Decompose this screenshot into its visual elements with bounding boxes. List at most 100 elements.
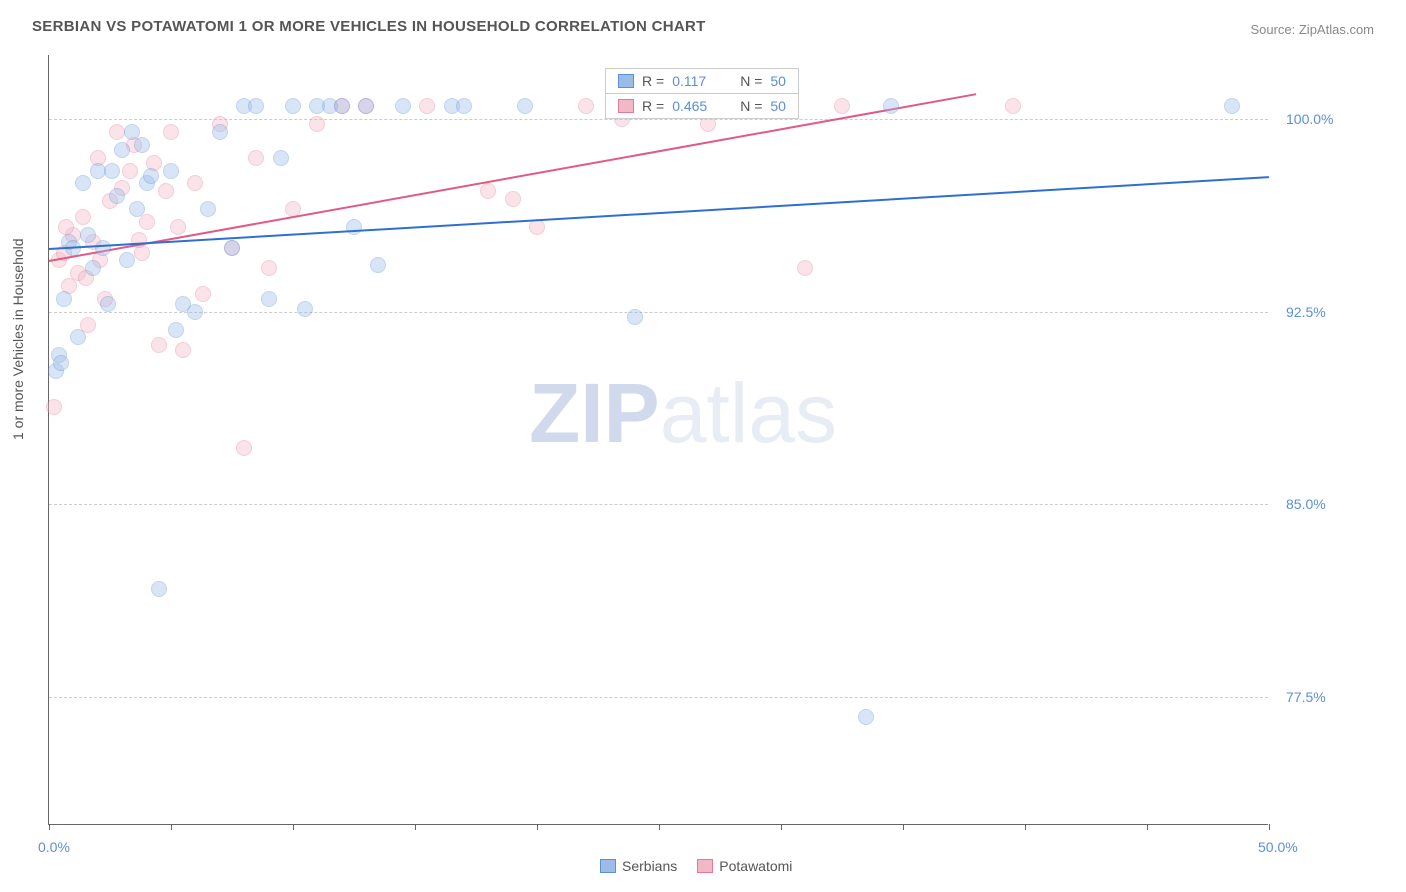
scatter-point-serbians [100, 296, 116, 312]
legend-label-serbians: Serbians [622, 858, 677, 874]
grid-line [49, 697, 1268, 698]
x-tick [171, 824, 172, 830]
scatter-point-serbians [456, 98, 472, 114]
scatter-point-serbians [151, 581, 167, 597]
r-value-potawatomi: 0.465 [672, 98, 722, 114]
scatter-point-serbians [95, 240, 111, 256]
scatter-point-potawatomi [151, 337, 167, 353]
scatter-point-serbians [358, 98, 374, 114]
scatter-point-serbians [119, 252, 135, 268]
scatter-point-serbians [114, 142, 130, 158]
scatter-point-serbians [212, 124, 228, 140]
x-tick [781, 824, 782, 830]
y-axis-title: 1 or more Vehicles in Household [10, 238, 26, 440]
x-tick [659, 824, 660, 830]
y-tick-label: 77.5% [1286, 689, 1326, 705]
scatter-point-serbians [858, 709, 874, 725]
scatter-point-serbians [75, 175, 91, 191]
stats-legend: R = 0.117 N = 50 R = 0.465 N = 50 [605, 68, 799, 119]
stats-row-potawatomi: R = 0.465 N = 50 [606, 94, 798, 118]
scatter-point-serbians [517, 98, 533, 114]
scatter-point-serbians [346, 219, 362, 235]
scatter-point-serbians [334, 98, 350, 114]
swatch-serbians [618, 74, 634, 88]
scatter-point-serbians [56, 291, 72, 307]
scatter-point-potawatomi [505, 191, 521, 207]
x-tick [1269, 824, 1270, 830]
scatter-point-serbians [53, 355, 69, 371]
scatter-point-serbians [261, 291, 277, 307]
x-tick [415, 824, 416, 830]
series-legend: Serbians Potawatomi [600, 858, 792, 874]
scatter-point-potawatomi [248, 150, 264, 166]
scatter-point-serbians [285, 98, 301, 114]
scatter-point-serbians [883, 98, 899, 114]
scatter-point-potawatomi [158, 183, 174, 199]
scatter-point-serbians [134, 137, 150, 153]
grid-line [49, 312, 1268, 313]
scatter-point-potawatomi [236, 440, 252, 456]
scatter-point-potawatomi [46, 399, 62, 415]
scatter-point-serbians [90, 163, 106, 179]
chart-title: SERBIAN VS POTAWATOMI 1 OR MORE VEHICLES… [32, 18, 706, 35]
scatter-point-serbians [248, 98, 264, 114]
x-tick [903, 824, 904, 830]
scatter-point-serbians [168, 322, 184, 338]
scatter-point-serbians [200, 201, 216, 217]
scatter-point-potawatomi [480, 183, 496, 199]
scatter-point-potawatomi [139, 214, 155, 230]
swatch-potawatomi [618, 99, 634, 113]
r-value-serbians: 0.117 [672, 73, 722, 89]
stats-row-serbians: R = 0.117 N = 50 [606, 69, 798, 94]
scatter-point-serbians [143, 168, 159, 184]
scatter-point-serbians [297, 301, 313, 317]
n-value-serbians: 50 [770, 73, 786, 89]
scatter-point-potawatomi [122, 163, 138, 179]
legend-item-potawatomi: Potawatomi [697, 858, 792, 874]
n-value-potawatomi: 50 [770, 98, 786, 114]
swatch-serbians-icon [600, 859, 616, 873]
scatter-point-potawatomi [175, 342, 191, 358]
x-tick-label: 0.0% [38, 839, 70, 855]
scatter-point-serbians [70, 329, 86, 345]
y-tick-label: 100.0% [1286, 111, 1333, 127]
scatter-point-serbians [163, 163, 179, 179]
scatter-point-potawatomi [797, 260, 813, 276]
scatter-point-potawatomi [187, 175, 203, 191]
scatter-point-serbians [129, 201, 145, 217]
x-tick [49, 824, 50, 830]
scatter-point-potawatomi [1005, 98, 1021, 114]
scatter-point-potawatomi [75, 209, 91, 225]
scatter-point-potawatomi [419, 98, 435, 114]
plot-area: ZIPatlas [48, 55, 1268, 825]
scatter-point-potawatomi [58, 219, 74, 235]
x-tick [293, 824, 294, 830]
grid-line [49, 119, 1268, 120]
scatter-point-serbians [627, 309, 643, 325]
scatter-point-serbians [395, 98, 411, 114]
swatch-potawatomi-icon [697, 859, 713, 873]
scatter-point-potawatomi [195, 286, 211, 302]
scatter-point-serbians [85, 260, 101, 276]
scatter-point-potawatomi [170, 219, 186, 235]
scatter-point-serbians [109, 188, 125, 204]
trend-line-serbians [49, 176, 1269, 250]
legend-item-serbians: Serbians [600, 858, 677, 874]
scatter-point-serbians [370, 257, 386, 273]
scatter-point-potawatomi [578, 98, 594, 114]
scatter-point-serbians [80, 227, 96, 243]
legend-label-potawatomi: Potawatomi [719, 858, 792, 874]
x-tick-label: 50.0% [1258, 839, 1298, 855]
x-tick [537, 824, 538, 830]
y-tick-label: 92.5% [1286, 304, 1326, 320]
scatter-point-potawatomi [109, 124, 125, 140]
scatter-point-potawatomi [261, 260, 277, 276]
scatter-point-potawatomi [163, 124, 179, 140]
scatter-point-serbians [273, 150, 289, 166]
scatter-point-serbians [1224, 98, 1240, 114]
x-tick [1025, 824, 1026, 830]
y-tick-label: 85.0% [1286, 496, 1326, 512]
scatter-point-serbians [224, 240, 240, 256]
scatter-point-serbians [104, 163, 120, 179]
x-tick [1147, 824, 1148, 830]
